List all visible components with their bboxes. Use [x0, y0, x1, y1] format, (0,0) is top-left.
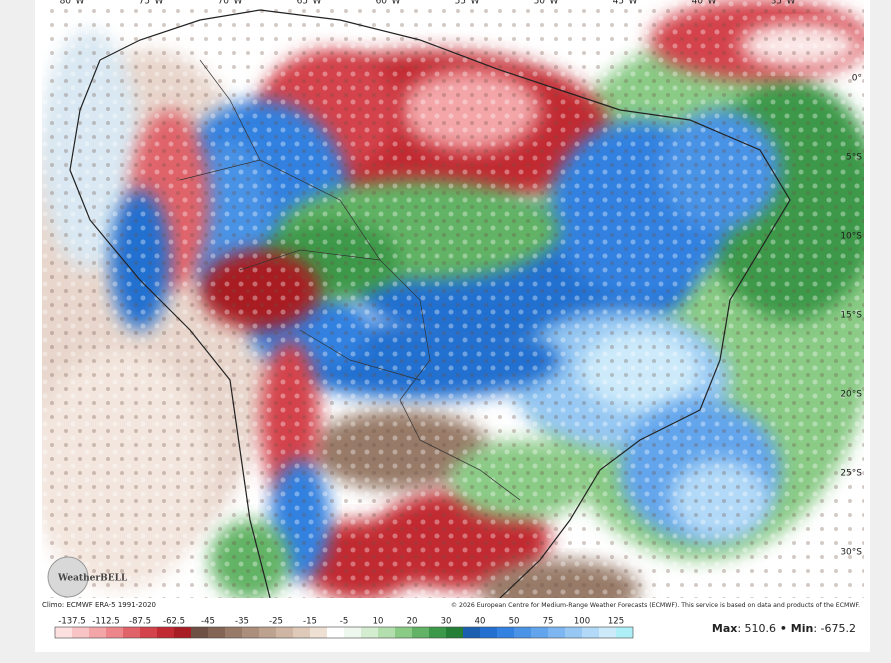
colorbar-swatch — [582, 627, 599, 638]
colorbar-label: 100 — [574, 617, 590, 627]
colorbar-label: -25 — [269, 617, 283, 627]
colorbar-label: -62.5 — [163, 617, 185, 627]
colorbar-swatch — [157, 627, 174, 638]
colorbar-border — [54, 626, 634, 639]
colorbar-swatch — [293, 627, 310, 638]
lon-label: 35°W — [771, 0, 796, 7]
colorbar-label: -45 — [201, 617, 215, 627]
colorbar-swatch — [446, 627, 463, 638]
stats: Max: 510.6 • Min: -675.2 — [712, 622, 856, 635]
lon-label: 45°W — [613, 0, 638, 7]
lon-label: 40°W — [692, 0, 717, 7]
colorbar-swatch — [123, 627, 140, 638]
colorbar-swatch — [106, 627, 123, 638]
logo-mark — [47, 556, 89, 598]
colorbar-swatch — [361, 627, 378, 638]
lat-label: 10°S — [840, 232, 862, 242]
lon-label: 50°W — [534, 0, 559, 7]
colorbar-label: 20 — [407, 617, 418, 627]
colorbar-label: -5 — [340, 617, 348, 627]
colorbar-label: 75 — [543, 617, 554, 627]
logo: WeatherBELL — [57, 574, 128, 584]
colorbar-label: 10 — [373, 617, 384, 627]
colorbar-swatch — [395, 627, 412, 638]
colorbar-label: 50 — [509, 617, 520, 627]
colorbar-swatch — [378, 627, 395, 638]
lon-label: 55°W — [455, 0, 480, 7]
lon-label: 80°W — [60, 0, 85, 7]
stats-part: : 510.6 — [737, 622, 776, 635]
colorbar-swatch — [327, 627, 344, 638]
colorbar-swatch — [225, 627, 242, 638]
lat-label: 0° — [852, 74, 862, 84]
credit-left: Climo: ECMWF ERA-5 1991-2020 — [42, 601, 156, 609]
map — [42, 0, 864, 598]
colorbar-swatch — [480, 627, 497, 638]
colorbar-label: 40 — [475, 617, 486, 627]
colorbar-label: -137.5 — [58, 617, 85, 627]
colorbar-label: -112.5 — [92, 617, 119, 627]
lat-label: 30°S — [840, 548, 862, 558]
colorbar-label: 30 — [441, 617, 452, 627]
colorbar-swatch — [599, 627, 616, 638]
lat-label: 15°S — [840, 311, 862, 321]
colorbar-swatch — [242, 627, 259, 638]
lon-label: 60°W — [376, 0, 401, 7]
colorbar-swatch — [565, 627, 582, 638]
colorbar-swatch — [55, 627, 72, 638]
colorbar-swatch — [429, 627, 446, 638]
colorbar-swatch — [616, 627, 633, 638]
colorbar-label: 125 — [608, 617, 624, 627]
colorbar-swatch — [89, 627, 106, 638]
colorbar-label: -35 — [235, 617, 249, 627]
colorbar-swatch — [259, 627, 276, 638]
credit-right: © 2026 European Centre for Medium-Range … — [451, 601, 860, 609]
stats-part: • — [776, 622, 791, 635]
colorbar-swatch — [208, 627, 225, 638]
lon-label: 75°W — [139, 0, 164, 7]
lon-label: 65°W — [297, 0, 322, 7]
colorbar-swatch — [412, 627, 429, 638]
colorbar-swatch — [276, 627, 293, 638]
colorbar-swatch — [514, 627, 531, 638]
lat-label: 5°S — [846, 153, 862, 163]
lat-label: 25°S — [840, 469, 862, 479]
colorbar-label: -87.5 — [129, 617, 151, 627]
colorbar-swatch — [344, 627, 361, 638]
coastline — [69, 9, 791, 598]
colorbar-swatch — [497, 627, 514, 638]
colorbar-swatch — [174, 627, 191, 638]
colorbar-swatch — [310, 627, 327, 638]
stats-part: Max — [712, 622, 737, 635]
colorbar-label: -15 — [303, 617, 317, 627]
colorbar-swatch — [463, 627, 480, 638]
lat-label: 20°S — [840, 390, 862, 400]
colorbar-swatch — [191, 627, 208, 638]
borders — [179, 59, 521, 501]
colorbar-swatch — [548, 627, 565, 638]
lon-label: 70°W — [218, 0, 243, 7]
field-texture — [42, 0, 864, 598]
colorbar-swatch — [72, 627, 89, 638]
colorbar-swatch — [531, 627, 548, 638]
stats-part: Min — [791, 622, 814, 635]
stats-part: : -675.2 — [813, 622, 856, 635]
colorbar-swatch — [140, 627, 157, 638]
